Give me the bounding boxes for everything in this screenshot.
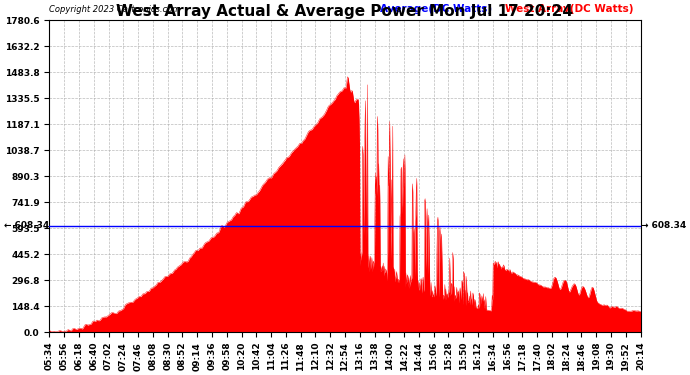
Text: Copyright 2023 Cartronics.com: Copyright 2023 Cartronics.com <box>50 5 181 14</box>
Text: ← 608.34: ← 608.34 <box>4 221 50 230</box>
Title: West Array Actual & Average Power Mon Jul 17 20:24: West Array Actual & Average Power Mon Ju… <box>117 4 573 19</box>
Text: → 608.34: → 608.34 <box>640 221 686 230</box>
Text: West Array(DC Watts): West Array(DC Watts) <box>504 4 633 14</box>
Text: Average(DC Watts): Average(DC Watts) <box>380 4 493 14</box>
